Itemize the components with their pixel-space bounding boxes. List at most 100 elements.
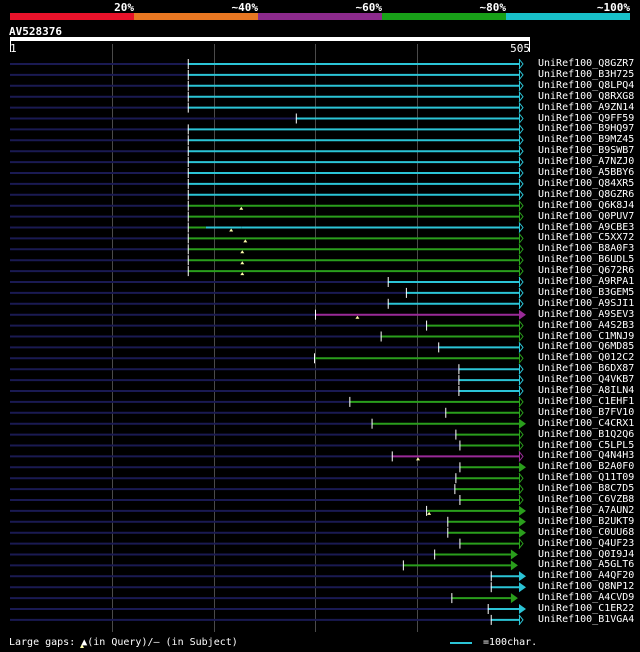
query-gap-marker	[229, 228, 234, 232]
hit-link[interactable]: UniRef100_Q8GZR6	[538, 188, 635, 200]
hit-link[interactable]: UniRef100_A9SJI1	[538, 297, 635, 309]
hit-link[interactable]: UniRef100_Q012C2	[538, 352, 635, 364]
hit-link[interactable]: UniRef100_Q4VKB7	[538, 374, 635, 386]
hit-end-arrow	[518, 429, 524, 440]
hit-link[interactable]: UniRef100_Q6K8J4	[538, 199, 635, 211]
hit-end-arrow	[518, 374, 524, 386]
hit-link[interactable]: UniRef100_B9MZ45	[538, 134, 635, 146]
hit-link[interactable]: UniRef100_C0UU68	[538, 526, 635, 538]
hit-link[interactable]: UniRef100_C1ER22	[538, 603, 635, 614]
hit-end-arrow	[518, 113, 524, 124]
hit-link[interactable]: UniRef100_A7NZJ0	[538, 156, 635, 168]
hit-end-arrow	[518, 352, 524, 364]
hit-link[interactable]: UniRef100_Q4UF23	[538, 537, 635, 549]
hit-link[interactable]: UniRef100_A5GLT6	[538, 559, 635, 571]
hit-end-arrow	[519, 527, 526, 538]
hit-link[interactable]: UniRef100_Q4N4H3	[538, 450, 635, 462]
hit-link[interactable]: UniRef100_Q6MD85	[538, 341, 635, 353]
hit-link[interactable]: UniRef100_Q8LPQ4	[538, 79, 635, 91]
hit-link[interactable]: UniRef100_C5LPL5	[538, 439, 635, 451]
hit-link[interactable]: UniRef100_Q672R6	[538, 265, 635, 277]
hit-end-arrow	[519, 418, 526, 429]
hit-link[interactable]: UniRef100_B2A0F0	[538, 461, 635, 473]
hit-end-arrow	[518, 178, 524, 190]
hit-link[interactable]: UniRef100_B1VGA4	[538, 613, 635, 625]
scale-label-80: ~80%	[479, 1, 507, 14]
hit-link[interactable]: UniRef100_A4S2B3	[538, 319, 635, 331]
hit-end-arrow	[518, 331, 524, 342]
query-gap-marker	[243, 239, 248, 243]
hit-link[interactable]: UniRef100_C6VZB8	[538, 494, 635, 505]
hit-link[interactable]: UniRef100_Q0I9J4	[538, 548, 635, 560]
hit-link[interactable]: UniRef100_Q8RXG8	[538, 90, 635, 102]
hit-link[interactable]: UniRef100_A9RPA1	[538, 276, 635, 287]
hit-end-arrow	[518, 538, 524, 549]
hit-link[interactable]: UniRef100_A9SEV3	[538, 308, 635, 320]
hit-end-arrow	[519, 462, 526, 473]
scale-label-100: ~100%	[596, 1, 630, 14]
hit-end-arrow	[518, 69, 524, 81]
hit-link[interactable]: UniRef100_A4QF20	[538, 570, 635, 582]
hit-link[interactable]: UniRef100_A7AUN2	[538, 504, 635, 516]
hit-link[interactable]: UniRef100_Q11T09	[538, 472, 635, 484]
hit-link[interactable]: UniRef100_Q0PUV7	[538, 210, 635, 222]
hit-link[interactable]: UniRef100_Q8NP12	[538, 581, 635, 593]
hit-end-arrow	[510, 593, 518, 604]
hit-end-arrow	[518, 494, 524, 506]
hit-link[interactable]: UniRef100_Q8GZR7	[538, 58, 635, 69]
hit-end-arrow	[518, 407, 524, 419]
hit-end-arrow	[518, 243, 524, 255]
hit-end-arrow	[518, 342, 524, 353]
hit-link[interactable]: UniRef100_C4CRX1	[538, 417, 635, 429]
query-gap-marker	[240, 261, 245, 265]
hit-link[interactable]: UniRef100_B6UDL5	[538, 254, 635, 266]
hit-end-arrow	[518, 211, 524, 222]
hit-link[interactable]: UniRef100_B3GEM5	[538, 286, 635, 298]
hit-link[interactable]: UniRef100_A4CVD9	[538, 592, 635, 604]
hit-end-arrow	[519, 309, 526, 320]
hit-end-arrow	[518, 102, 524, 113]
hit-end-arrow	[518, 200, 524, 212]
hit-end-arrow	[518, 287, 524, 299]
hit-end-arrow	[518, 124, 524, 135]
query-bar	[10, 37, 530, 41]
hit-link[interactable]: UniRef100_Q9FF59	[538, 112, 635, 124]
hit-end-arrow	[518, 265, 524, 277]
hit-end-arrow	[518, 80, 524, 92]
hit-link[interactable]: UniRef100_B6DX87	[538, 363, 635, 375]
hit-end-arrow	[518, 167, 524, 179]
hit-link[interactable]: UniRef100_C1EHF1	[538, 395, 635, 407]
query-gap-marker	[416, 457, 421, 461]
hit-link[interactable]: UniRef100_C5XX72	[538, 232, 635, 244]
query-gap-marker	[355, 315, 360, 319]
query-name: AV528376	[9, 25, 62, 38]
scale-bar-segment	[506, 13, 630, 20]
hit-end-arrow	[518, 189, 524, 201]
hit-link[interactable]: UniRef100_A8ILN4	[538, 385, 635, 396]
hit-end-arrow	[518, 134, 524, 146]
legend-gaps-text: Large gaps: ▲(in Query)/— (in Subject)	[9, 637, 238, 648]
scale-bar-segment	[10, 13, 134, 20]
hit-link[interactable]: UniRef100_B7FV10	[538, 406, 635, 418]
hit-end-arrow	[518, 363, 524, 375]
hit-link[interactable]: UniRef100_B9SWB7	[538, 145, 635, 157]
hit-link[interactable]: UniRef100_C1MNJ9	[538, 330, 635, 342]
hit-link[interactable]: UniRef100_B2UKT9	[538, 515, 635, 527]
query-gap-marker	[239, 206, 244, 210]
hit-end-arrow	[518, 254, 524, 266]
hit-link[interactable]: UniRef100_B8C7D5	[538, 483, 635, 495]
query-end-position: 505	[510, 42, 530, 55]
hit-link[interactable]: UniRef100_B8A0F3	[538, 243, 635, 255]
hit-end-arrow	[518, 58, 524, 70]
hit-link[interactable]: UniRef100_B3H725	[538, 68, 635, 80]
hit-link[interactable]: UniRef100_A5BBY6	[538, 167, 635, 178]
scale-bar-segment	[258, 13, 382, 20]
hit-link[interactable]: UniRef100_A9CBE3	[538, 221, 635, 233]
hit-link[interactable]: UniRef100_B9HQ97	[538, 123, 635, 135]
hit-end-arrow	[518, 472, 524, 484]
hit-link[interactable]: UniRef100_B1Q2Q6	[538, 428, 635, 440]
hit-link[interactable]: UniRef100_A9ZN14	[538, 101, 635, 113]
legend-gap-icon	[80, 644, 84, 648]
hit-end-arrow	[519, 505, 526, 516]
hit-link[interactable]: UniRef100_Q84XR5	[538, 177, 635, 189]
